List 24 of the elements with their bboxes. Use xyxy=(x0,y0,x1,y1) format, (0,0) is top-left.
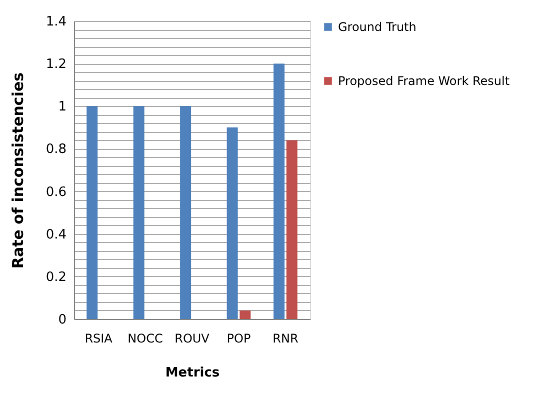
bar xyxy=(133,106,144,319)
x-tick-label: NOCC xyxy=(128,332,163,346)
x-tick-label: POP xyxy=(226,332,251,346)
y-tick-label: 1.4 xyxy=(46,14,66,30)
bar xyxy=(286,140,298,319)
y-axis-title: Rate of inconsistencies xyxy=(8,72,27,269)
y-tick-label: 1.2 xyxy=(46,57,66,72)
bar xyxy=(86,106,98,319)
bar xyxy=(240,310,251,319)
bar xyxy=(226,127,238,319)
y-tick-label: 0 xyxy=(58,312,66,328)
bar xyxy=(274,64,285,319)
legend-label: Ground Truth xyxy=(338,20,416,34)
x-axis-title: Metrics xyxy=(165,366,220,380)
y-tick-label: 0.6 xyxy=(46,184,66,200)
y-tick-label: 0.8 xyxy=(46,142,66,158)
y-tick-label: 0.2 xyxy=(46,270,66,285)
x-tick-label: RSIA xyxy=(84,332,114,346)
x-tick-label: ROUV xyxy=(174,332,210,346)
y-tick-label: 0.4 xyxy=(46,227,66,242)
y-tick-label: 1 xyxy=(58,100,66,115)
bar xyxy=(180,106,192,319)
legend-label: Proposed Frame Work Result xyxy=(338,74,510,88)
x-tick-label: RNR xyxy=(272,332,298,346)
